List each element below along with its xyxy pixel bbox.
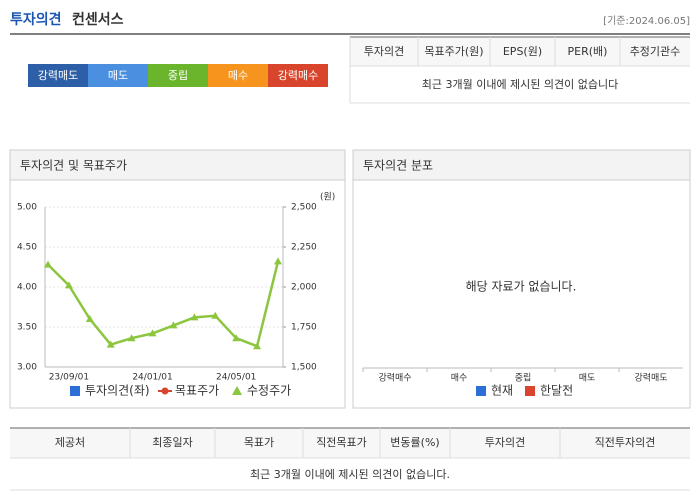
data-point: [169, 321, 178, 329]
y2-tick-label: 2,500: [291, 203, 317, 213]
opinion-label: 강력매수: [278, 69, 318, 82]
legend-label: 투자의견(좌): [85, 384, 150, 398]
y2-label: (원): [320, 192, 335, 203]
legend-label: 목표주가: [175, 384, 219, 398]
data-point: [44, 260, 52, 268]
table-message: 최근 3개월 이내에 제시된 의견이 없습니다: [422, 78, 619, 91]
legend-swatch: [476, 386, 486, 396]
column-header: 목표가: [244, 436, 274, 449]
panel-title: 투자의견 분포: [363, 159, 433, 173]
panel-header: [9, 149, 346, 181]
title-highlight: 투자의견: [10, 11, 62, 28]
column-header: 목표주가(원): [424, 45, 483, 58]
legend-swatch: [525, 386, 535, 396]
x-tick-label: 중립: [515, 373, 532, 384]
opinion-label: 중립: [168, 69, 188, 82]
legend-swatch: [161, 387, 169, 395]
data-point: [211, 311, 220, 319]
column-header: 변동률(%): [390, 436, 439, 449]
table-header-bg: [350, 37, 690, 66]
opinion-button: [268, 64, 328, 87]
data-point: [190, 313, 199, 321]
data-point: [274, 257, 282, 265]
panel-title: 투자의견 및 목표주가: [20, 159, 127, 173]
opinion-label: 매수: [228, 69, 248, 82]
x-tick-label: 강력매도: [634, 372, 667, 384]
y2-tick-label: 2,250: [291, 243, 317, 253]
column-header: 추정기관수: [630, 45, 681, 58]
column-header: 투자의견: [364, 45, 404, 58]
column-header: PER(배): [568, 45, 608, 58]
data-point: [232, 334, 241, 342]
x-tick-label: 24/01/01: [132, 373, 172, 383]
data-point: [64, 281, 73, 289]
legend-label: 한달전: [540, 384, 573, 398]
annotation: 해당 자료가 없습니다.: [466, 280, 577, 294]
column-header: EPS(원): [503, 45, 542, 58]
date: [기준:2024.06.05]: [603, 15, 690, 27]
x-tick-label: 강력매수: [378, 372, 411, 384]
y-tick-label: 4.50: [17, 243, 37, 253]
legend-swatch: [232, 386, 242, 395]
data-point: [253, 342, 262, 350]
series-line: [47, 261, 280, 348]
opinion-button: [28, 64, 88, 87]
y2-tick-label: 2,000: [291, 283, 317, 293]
table-header-bg: [10, 428, 690, 458]
opinion-button: [88, 64, 148, 87]
y-tick-label: 4.00: [17, 283, 37, 293]
panel-header: [352, 149, 691, 181]
column-header: 직전투자의견: [595, 436, 656, 449]
opinion-label: 강력매도: [38, 69, 78, 82]
data-point: [85, 315, 94, 322]
legend-label: 현재: [491, 384, 513, 398]
y-tick-label: 3.00: [17, 363, 37, 373]
x-tick-label: 23/09/01: [49, 373, 89, 383]
opinion-button: [208, 64, 268, 87]
data-point: [148, 329, 157, 337]
column-header: 투자의견: [485, 436, 525, 449]
column-header: 직전목표가: [316, 436, 367, 449]
column-header: 제공처: [55, 436, 85, 449]
opinion-button: [148, 64, 208, 87]
data-point: [106, 340, 115, 348]
y2-tick-label: 1,750: [291, 323, 317, 333]
legend-label: 수정주가: [247, 384, 291, 398]
title: 컨센서스: [72, 11, 124, 28]
x-tick-label: 24/05/01: [216, 373, 256, 383]
data-point: [127, 334, 136, 342]
x-tick-label: 매수: [451, 373, 468, 384]
column-header: 최종일자: [152, 435, 192, 449]
y-tick-label: 3.50: [17, 323, 37, 333]
x-tick-label: 매도: [579, 373, 596, 384]
opinion-label: 매도: [108, 69, 128, 82]
table-message: 최근 3개월 이내에 제시된 의견이 없습니다.: [250, 468, 450, 481]
legend-swatch: [70, 386, 80, 396]
y2-tick-label: 1,500: [291, 363, 317, 373]
y-tick-label: 5.00: [17, 203, 37, 213]
